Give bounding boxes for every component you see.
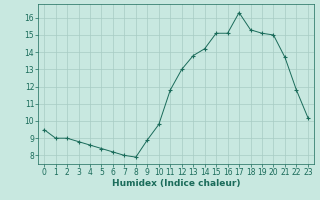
X-axis label: Humidex (Indice chaleur): Humidex (Indice chaleur) [112, 179, 240, 188]
